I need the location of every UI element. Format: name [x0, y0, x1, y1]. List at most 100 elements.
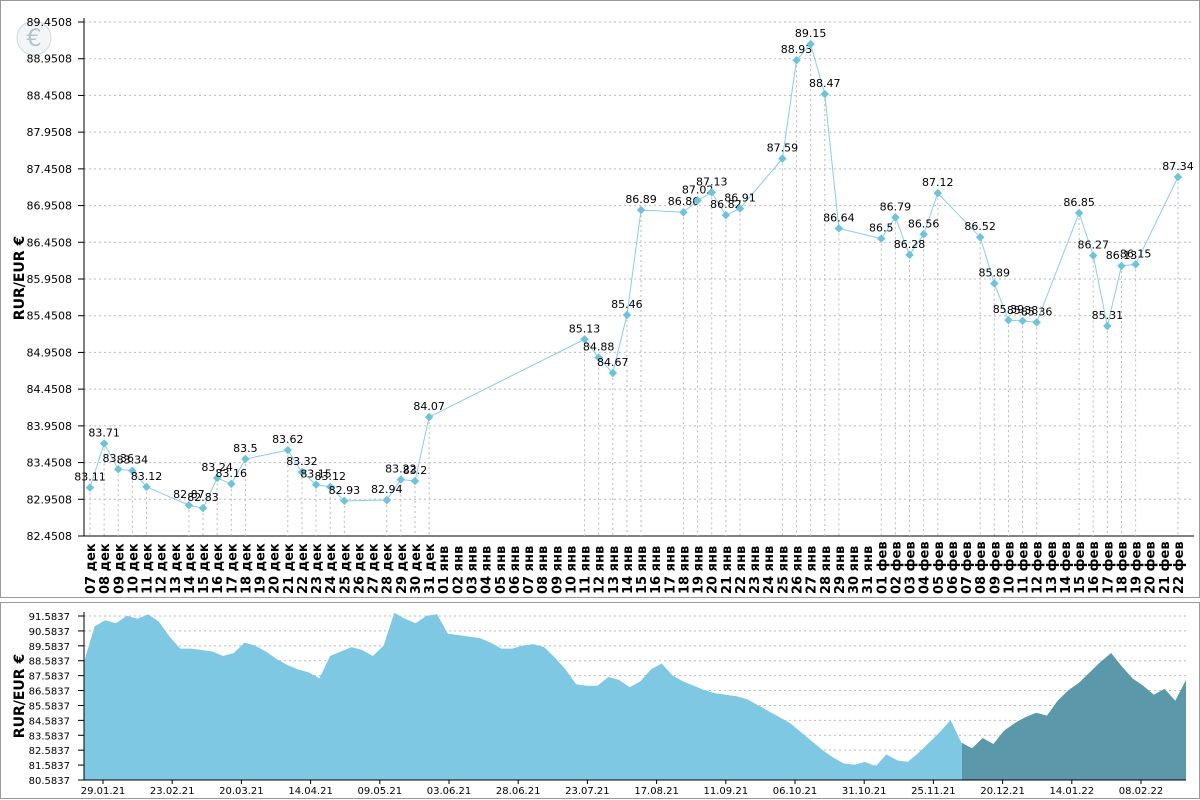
main-data-point[interactable] — [1018, 316, 1027, 326]
main-data-point[interactable] — [424, 412, 434, 422]
main-x-tick-label: 01 фев — [875, 541, 890, 594]
main-x-tick-label: 12 фев — [1031, 541, 1046, 594]
main-x-tick-label: 23 янв — [748, 546, 763, 594]
main-x-tick-label: 12 янв — [593, 546, 608, 594]
main-panel-border — [0, 0, 1200, 598]
main-y-tick-label: 84.9508 — [27, 346, 73, 359]
main-data-point[interactable] — [1004, 315, 1013, 325]
overview-y-tick-label: 85.5837 — [29, 701, 70, 712]
main-x-tick-label: 16 фев — [1087, 541, 1102, 594]
main-data-point[interactable] — [212, 473, 222, 483]
main-data-point[interactable] — [1088, 251, 1098, 260]
main-x-tick-label: 17 фев — [1101, 541, 1116, 594]
main-x-tick-label: 13 фев — [1045, 541, 1060, 594]
main-data-point[interactable] — [990, 279, 999, 288]
main-data-point[interactable] — [1131, 260, 1140, 269]
overview-y-tick-label: 82.5837 — [29, 746, 70, 757]
main-data-label: 82.94 — [371, 483, 403, 496]
main-x-tick-label: 09 янв — [550, 546, 565, 594]
main-data-label: 83.24 — [201, 461, 233, 474]
main-data-label: 84.67 — [597, 356, 629, 369]
main-data-point[interactable] — [325, 482, 335, 492]
main-data-point[interactable] — [283, 445, 293, 455]
main-data-point[interactable] — [241, 454, 250, 464]
main-y-axis: 82.4508 82.9508 83.4508 83.9508 84.4508 84.95… — [27, 16, 1194, 543]
main-y-tick-label: 85.9508 — [27, 273, 73, 286]
overview-x-axis: 29.01.21 23.02.21 20.03.21 14.04.21 09.05.21… — [81, 780, 1163, 797]
main-data-point[interactable] — [184, 500, 194, 510]
main-x-tick-label: 30 янв — [847, 546, 862, 594]
main-data-label: 85.38 — [1007, 304, 1039, 317]
main-data-label: 86.56 — [908, 217, 940, 230]
main-data-point[interactable] — [1117, 261, 1126, 271]
main-data-point[interactable] — [1032, 318, 1041, 327]
main-data-label: 87.12 — [922, 176, 954, 189]
main-data-point[interactable] — [340, 496, 349, 506]
main-y-tick-label: 83.4508 — [27, 457, 73, 470]
main-x-tick-label: 13 дек — [169, 543, 184, 594]
main-data-point[interactable] — [1103, 321, 1112, 331]
main-data-point[interactable] — [142, 482, 151, 492]
main-data-point[interactable] — [608, 368, 618, 378]
euro-logo-icon: € — [16, 20, 52, 56]
main-data-point[interactable] — [636, 205, 646, 215]
main-data-point[interactable] — [1173, 172, 1183, 182]
main-data-label: 82.93 — [329, 484, 361, 497]
main-data-point[interactable] — [580, 335, 589, 344]
main-data-label: 86.79 — [880, 200, 912, 213]
main-data-point[interactable] — [1074, 208, 1084, 218]
main-x-tick-label: 19 янв — [692, 546, 707, 594]
main-data-point[interactable] — [410, 476, 420, 486]
main-data-point[interactable] — [834, 224, 844, 233]
main-data-point[interactable] — [891, 213, 900, 222]
overview-y-axis: 80.5837 81.5837 82.5837 83.5837 84.5837 85.58… — [29, 612, 1186, 787]
main-data-point[interactable] — [99, 439, 109, 448]
overview-area-fill — [84, 612, 962, 780]
main-data-point[interactable] — [85, 483, 95, 492]
main-data-label: 85.13 — [569, 322, 601, 335]
main-data-point[interactable] — [905, 250, 914, 260]
main-x-tick-label: 20 фев — [1144, 541, 1159, 594]
main-data-point[interactable] — [820, 89, 829, 99]
overview-selected-range[interactable] — [962, 606, 1186, 780]
overview-x-tick-label: 17.08.21 — [634, 786, 679, 797]
main-x-tick-label: 25 дек — [338, 543, 353, 594]
overview-y-tick-label: 86.5837 — [29, 687, 70, 698]
main-data-point[interactable] — [297, 467, 307, 477]
main-x-tick-label: 31 дек — [423, 543, 438, 594]
main-data-point[interactable] — [311, 480, 321, 489]
main-x-tick-label: 17 янв — [663, 546, 678, 594]
main-data-point[interactable] — [128, 466, 137, 475]
main-data-point[interactable] — [396, 475, 406, 484]
main-x-tick-label: 27 янв — [805, 546, 820, 594]
main-data-point[interactable] — [877, 234, 886, 243]
main-data-point[interactable] — [198, 503, 208, 513]
overview-area[interactable] — [84, 606, 1186, 780]
overview-y-tick-label: 91.5837 — [29, 612, 70, 623]
main-data-label: 83.71 — [88, 427, 120, 440]
main-data-label: 83.62 — [272, 433, 304, 446]
main-data-point[interactable] — [114, 464, 123, 474]
main-x-tick-label: 17 дек — [225, 543, 240, 594]
main-data-label: 86.85 — [1063, 196, 1095, 209]
main-data-label: 89.15 — [795, 27, 827, 40]
overview-x-tick-label: 20.03.21 — [219, 786, 264, 797]
main-data-point[interactable] — [227, 479, 236, 489]
main-data-point[interactable] — [622, 310, 632, 320]
main-data-point[interactable] — [721, 210, 731, 220]
main-data-label: 85.46 — [611, 298, 643, 311]
main-data-label: 87.34 — [1162, 160, 1194, 173]
main-x-tick-label: 09 фев — [988, 541, 1003, 594]
main-x-tick-label: 08 янв — [536, 546, 551, 594]
main-data-label: 86.89 — [625, 193, 657, 206]
main-data-label: 83.12 — [314, 470, 346, 483]
main-y-tick-label: 88.4508 — [27, 89, 73, 102]
main-x-tick-label: 16 янв — [649, 546, 664, 594]
main-x-tick-label: 16 дек — [211, 543, 226, 594]
main-data-label: 83.16 — [216, 467, 248, 480]
main-data-point[interactable] — [594, 353, 603, 362]
main-data-label: 85.36 — [1021, 305, 1053, 318]
main-x-tick-label: 22 фев — [1172, 541, 1187, 594]
main-data-point[interactable] — [382, 495, 391, 505]
